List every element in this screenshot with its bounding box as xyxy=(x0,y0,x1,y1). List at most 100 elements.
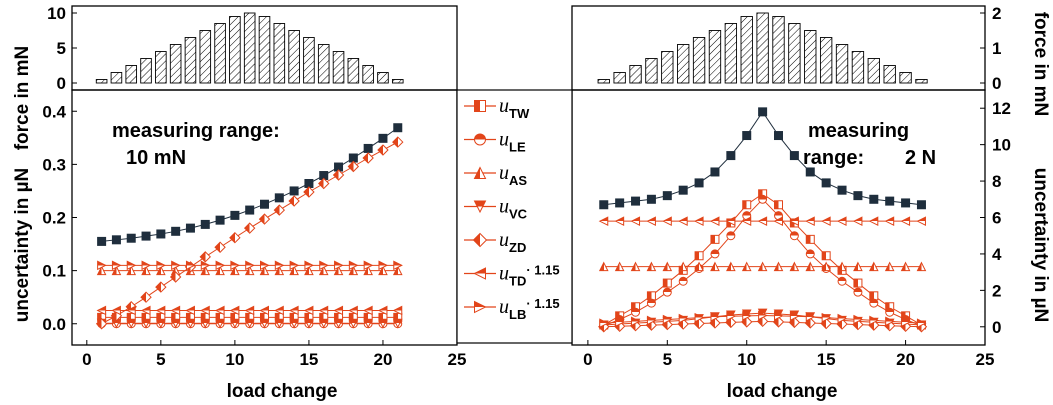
left-main-series-6-point xyxy=(244,305,255,316)
right-main-series-0-point xyxy=(599,200,609,210)
right-main-series-1-point xyxy=(662,278,672,288)
right-main-series-7-point xyxy=(837,313,848,324)
left-top-bar xyxy=(140,58,152,84)
right-top-bar xyxy=(835,44,849,84)
right-top-bar xyxy=(661,51,674,84)
left-main-series-5-point xyxy=(318,177,330,190)
right-top-bar xyxy=(740,16,753,84)
left-top-bar xyxy=(199,30,212,84)
right-main-xtick-label: 10 xyxy=(737,350,756,369)
right-main-series-6-point xyxy=(900,216,911,226)
left-top-bar xyxy=(391,79,404,84)
right-main-series-6-point xyxy=(805,216,815,226)
right-main-series-6-point xyxy=(678,216,688,226)
left-main-series-0-point xyxy=(141,231,151,241)
right-main-series-0-point xyxy=(837,185,847,195)
right-main-series-3-point xyxy=(821,261,831,272)
right-main-series-6-point xyxy=(709,216,720,226)
right-main-series-0-point xyxy=(869,194,879,204)
right-main-series-3-point xyxy=(868,261,879,272)
left-main-series-6-point xyxy=(363,305,373,316)
right-main-series-6-point xyxy=(662,216,672,226)
left-main-series-0-point xyxy=(97,236,107,246)
left-main-series-4-point xyxy=(348,318,359,329)
right-main-series-2-point xyxy=(837,276,847,286)
right-top-bar xyxy=(597,79,610,84)
right-main-series-2-point xyxy=(646,298,656,308)
left-main-series-4-point xyxy=(289,318,299,329)
right-main-series-6-point xyxy=(852,216,863,226)
legend-marker-icon xyxy=(474,100,486,112)
right-main-series-3-point xyxy=(789,261,800,272)
right-main-series-6-point xyxy=(630,216,641,226)
right-main-series-7-point xyxy=(758,310,768,321)
right-main-series-2-point xyxy=(631,307,641,317)
left-main-xtick-label: 0 xyxy=(82,350,91,369)
left-main-series-4-point xyxy=(126,318,137,329)
left-main-series-0-point xyxy=(393,123,403,133)
right-top-bar xyxy=(788,23,801,84)
right-top-ytick-label: 2 xyxy=(992,4,1001,23)
left-main-series-7-point xyxy=(230,260,241,271)
left-xlabel: load change xyxy=(227,381,338,402)
left-main-series-5-point xyxy=(169,271,182,283)
right-main-ytick-label: 6 xyxy=(992,209,1001,228)
legend-label: uLE xyxy=(499,129,526,155)
right-force-ylabel: force in mN xyxy=(1030,12,1051,117)
left-main-series-0-point xyxy=(378,133,388,143)
left-main-series-3-point xyxy=(378,265,388,276)
left-main-series-7-point xyxy=(348,260,359,271)
right-main-xtick-label: 25 xyxy=(976,350,995,369)
right-main-series-3-point xyxy=(916,261,927,272)
left-main-series-4-point xyxy=(333,318,344,329)
left-main-series-7-point xyxy=(200,260,211,271)
right-main-series-6-point xyxy=(836,216,847,226)
right-main-series-2-point xyxy=(726,231,736,241)
legend-item-td: uTD· 1.15 xyxy=(464,263,560,289)
right-main-series-3-point xyxy=(900,261,911,272)
right-main-series-0-point xyxy=(774,131,783,141)
left-main-series-7-point xyxy=(126,260,137,271)
left-main-series-7-point xyxy=(274,260,285,271)
right-main-series-1-point xyxy=(805,234,815,244)
right-main-series-7-point xyxy=(853,314,864,325)
left-main-xtick-label: 10 xyxy=(225,350,244,369)
right-main-series-1-point xyxy=(821,251,831,261)
right-main-series-7-point xyxy=(631,316,641,327)
left-main-series-4-point xyxy=(185,318,196,329)
right-top-bar xyxy=(629,65,642,84)
right-xlabel: load change xyxy=(727,381,838,402)
left-main-series-6-point xyxy=(229,305,240,316)
left-main-series-3-point xyxy=(230,265,240,276)
right-main-series-7-point xyxy=(885,316,895,327)
right-top-bar xyxy=(756,12,769,84)
left-main-series-4-point xyxy=(274,318,285,329)
left-main-xtick-label: 15 xyxy=(299,350,318,369)
left-main-series-5-point xyxy=(392,136,404,148)
legend-box xyxy=(456,89,573,344)
legend-marker-icon xyxy=(474,300,487,314)
legend-marker-icon xyxy=(473,166,487,179)
left-main-series-3-point xyxy=(96,265,107,276)
right-main-series-2-point xyxy=(869,298,879,308)
left-main-series-5-point xyxy=(332,169,345,181)
left-main-series-6-point xyxy=(318,305,329,316)
left-main-series-6-point xyxy=(348,305,358,316)
panel-left-main: 0.0 0.1 0.2 0.3 0.4 0 5 10 15 20 25 xyxy=(42,89,467,369)
left-main-xtick-label: 25 xyxy=(448,350,467,369)
right-main-series-3-point xyxy=(662,261,673,272)
right-main-xtick-label: 5 xyxy=(663,350,672,369)
panel-left-top: 0 5 10 xyxy=(47,4,458,93)
right-main-series-1-point xyxy=(774,200,783,210)
left-main-series-3-point xyxy=(289,265,299,276)
right-top-bar xyxy=(883,65,896,84)
left-main-series-6-point xyxy=(259,305,269,316)
right-main-series-6-point xyxy=(789,216,799,226)
right-top-bar xyxy=(899,72,912,84)
left-main-series-0-point xyxy=(289,186,299,196)
left-main-series-0-point xyxy=(363,143,373,153)
left-main-series-3-point xyxy=(215,265,225,276)
right-main-ytick-label: 10 xyxy=(992,136,1011,155)
left-main-series-6-point xyxy=(140,305,151,316)
